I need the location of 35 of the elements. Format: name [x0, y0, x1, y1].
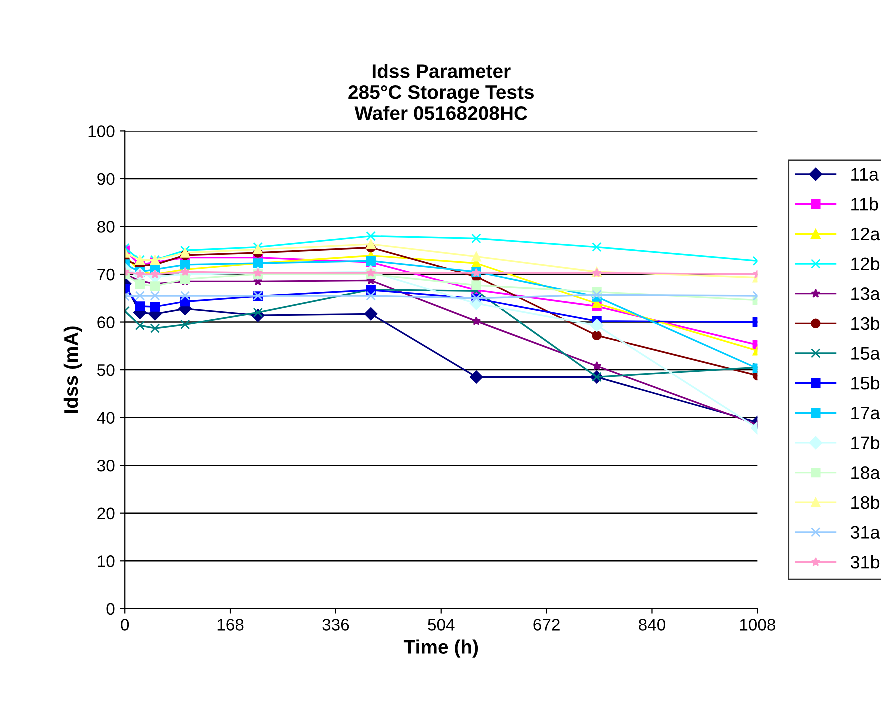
x-tick-label: 336 — [322, 619, 350, 631]
y-tick-label: 10 — [98, 556, 115, 568]
y-tick-label: 80 — [98, 221, 115, 233]
legend-label: 12a — [852, 228, 880, 241]
y-tick-label: 30 — [97, 460, 115, 472]
legend-label: 11a — [852, 168, 880, 181]
x-tick-label: 0 — [121, 619, 130, 631]
y-tick-label: 60 — [98, 316, 115, 328]
legend-label: 17b — [852, 436, 880, 450]
x-tick-label: 168 — [218, 619, 244, 631]
y-tick-label: 90 — [98, 173, 115, 186]
y-tick-label: 50 — [98, 364, 115, 376]
x-tick-label: 840 — [639, 619, 666, 631]
legend-label: 15a — [852, 347, 880, 360]
legend-label: 12b — [852, 257, 880, 270]
legend-label: 11b — [852, 198, 878, 211]
y-axis-title: Idss (mA) — [64, 326, 82, 414]
x-axis-title: Time (h) — [404, 640, 478, 658]
legend-label: 18b — [852, 496, 880, 510]
y-tick-label: 100 — [88, 126, 115, 138]
x-tick-label: 1008 — [740, 619, 776, 631]
x-tick-label: 504 — [428, 619, 455, 631]
legend-label: 13a — [852, 288, 880, 300]
legend-label: 17a — [852, 407, 880, 420]
y-tick-label: 40 — [97, 412, 115, 424]
legend-label: 15b — [852, 376, 880, 390]
legend-label: 13b — [852, 316, 880, 330]
y-tick-label: 70 — [98, 268, 115, 281]
x-tick-label: 672 — [534, 619, 560, 631]
legend-label: 31a — [850, 526, 880, 539]
y-tick-label: 0 — [106, 603, 115, 616]
legend-label: 31b — [850, 556, 880, 569]
chart-title: Idss Parameter 285°C Storage Tests Wafer 05168208HC — [348, 64, 534, 120]
y-tick-label: 20 — [98, 508, 115, 520]
legend-label: 18a — [852, 466, 880, 480]
